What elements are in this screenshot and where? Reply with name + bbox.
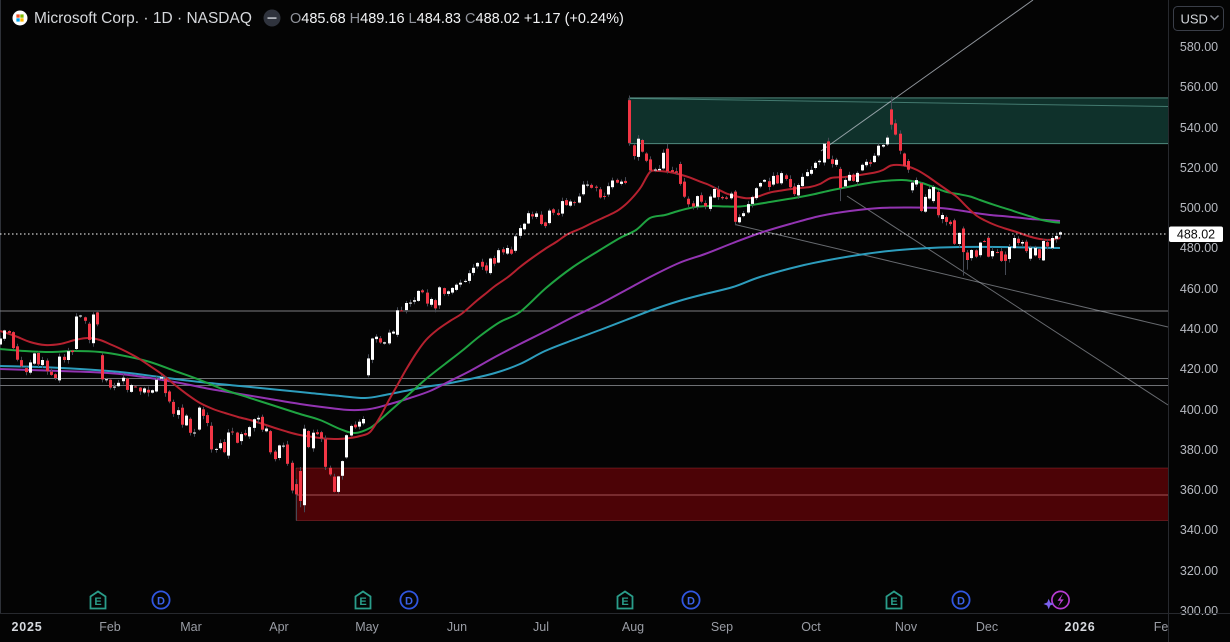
svg-text:Microsoft Corp. · 1D · NASDAQ: Microsoft Corp. · 1D · NASDAQ: [34, 10, 252, 27]
svg-text:400.00: 400.00: [1180, 403, 1218, 417]
svg-text:520.00: 520.00: [1180, 161, 1218, 175]
svg-text:D: D: [157, 596, 165, 608]
svg-text:500.00: 500.00: [1180, 201, 1218, 215]
svg-text:Dec: Dec: [976, 620, 998, 634]
svg-text:Nov: Nov: [895, 620, 918, 634]
svg-text:540.00: 540.00: [1180, 121, 1218, 135]
svg-text:O485.68 H489.16 L484.83 C488.0: O485.68 H489.16 L484.83 C488.02 +1.17 (+…: [290, 11, 624, 27]
svg-text:420.00: 420.00: [1180, 362, 1218, 376]
svg-text:360.00: 360.00: [1180, 483, 1218, 497]
svg-text:May: May: [355, 620, 379, 634]
svg-text:USD: USD: [1181, 12, 1208, 27]
svg-text:Feb: Feb: [99, 620, 121, 634]
svg-text:560.00: 560.00: [1180, 80, 1218, 94]
svg-text:2025: 2025: [11, 620, 42, 634]
svg-text:D: D: [957, 596, 965, 608]
svg-text:Aug: Aug: [622, 620, 644, 634]
svg-text:440.00: 440.00: [1180, 322, 1218, 336]
svg-text:Oct: Oct: [801, 620, 821, 634]
svg-text:2026: 2026: [1064, 620, 1095, 634]
svg-text:Apr: Apr: [269, 620, 288, 634]
svg-text:480.00: 480.00: [1180, 241, 1218, 255]
svg-text:E: E: [359, 596, 366, 608]
svg-text:340.00: 340.00: [1180, 523, 1218, 537]
svg-text:460.00: 460.00: [1180, 282, 1218, 296]
svg-text:E: E: [621, 596, 628, 608]
svg-text:Fe: Fe: [1154, 620, 1169, 634]
svg-text:Sep: Sep: [711, 620, 733, 634]
svg-text:Jul: Jul: [533, 620, 549, 634]
svg-text:488.02: 488.02: [1177, 228, 1215, 242]
svg-text:D: D: [687, 596, 695, 608]
svg-text:320.00: 320.00: [1180, 564, 1218, 578]
svg-text:E: E: [94, 596, 101, 608]
svg-text:380.00: 380.00: [1180, 443, 1218, 457]
svg-text:E: E: [890, 596, 897, 608]
svg-text:Mar: Mar: [180, 620, 202, 634]
svg-text:580.00: 580.00: [1180, 40, 1218, 54]
svg-text:D: D: [405, 596, 413, 608]
svg-text:300.00: 300.00: [1180, 604, 1218, 618]
svg-text:Jun: Jun: [447, 620, 467, 634]
